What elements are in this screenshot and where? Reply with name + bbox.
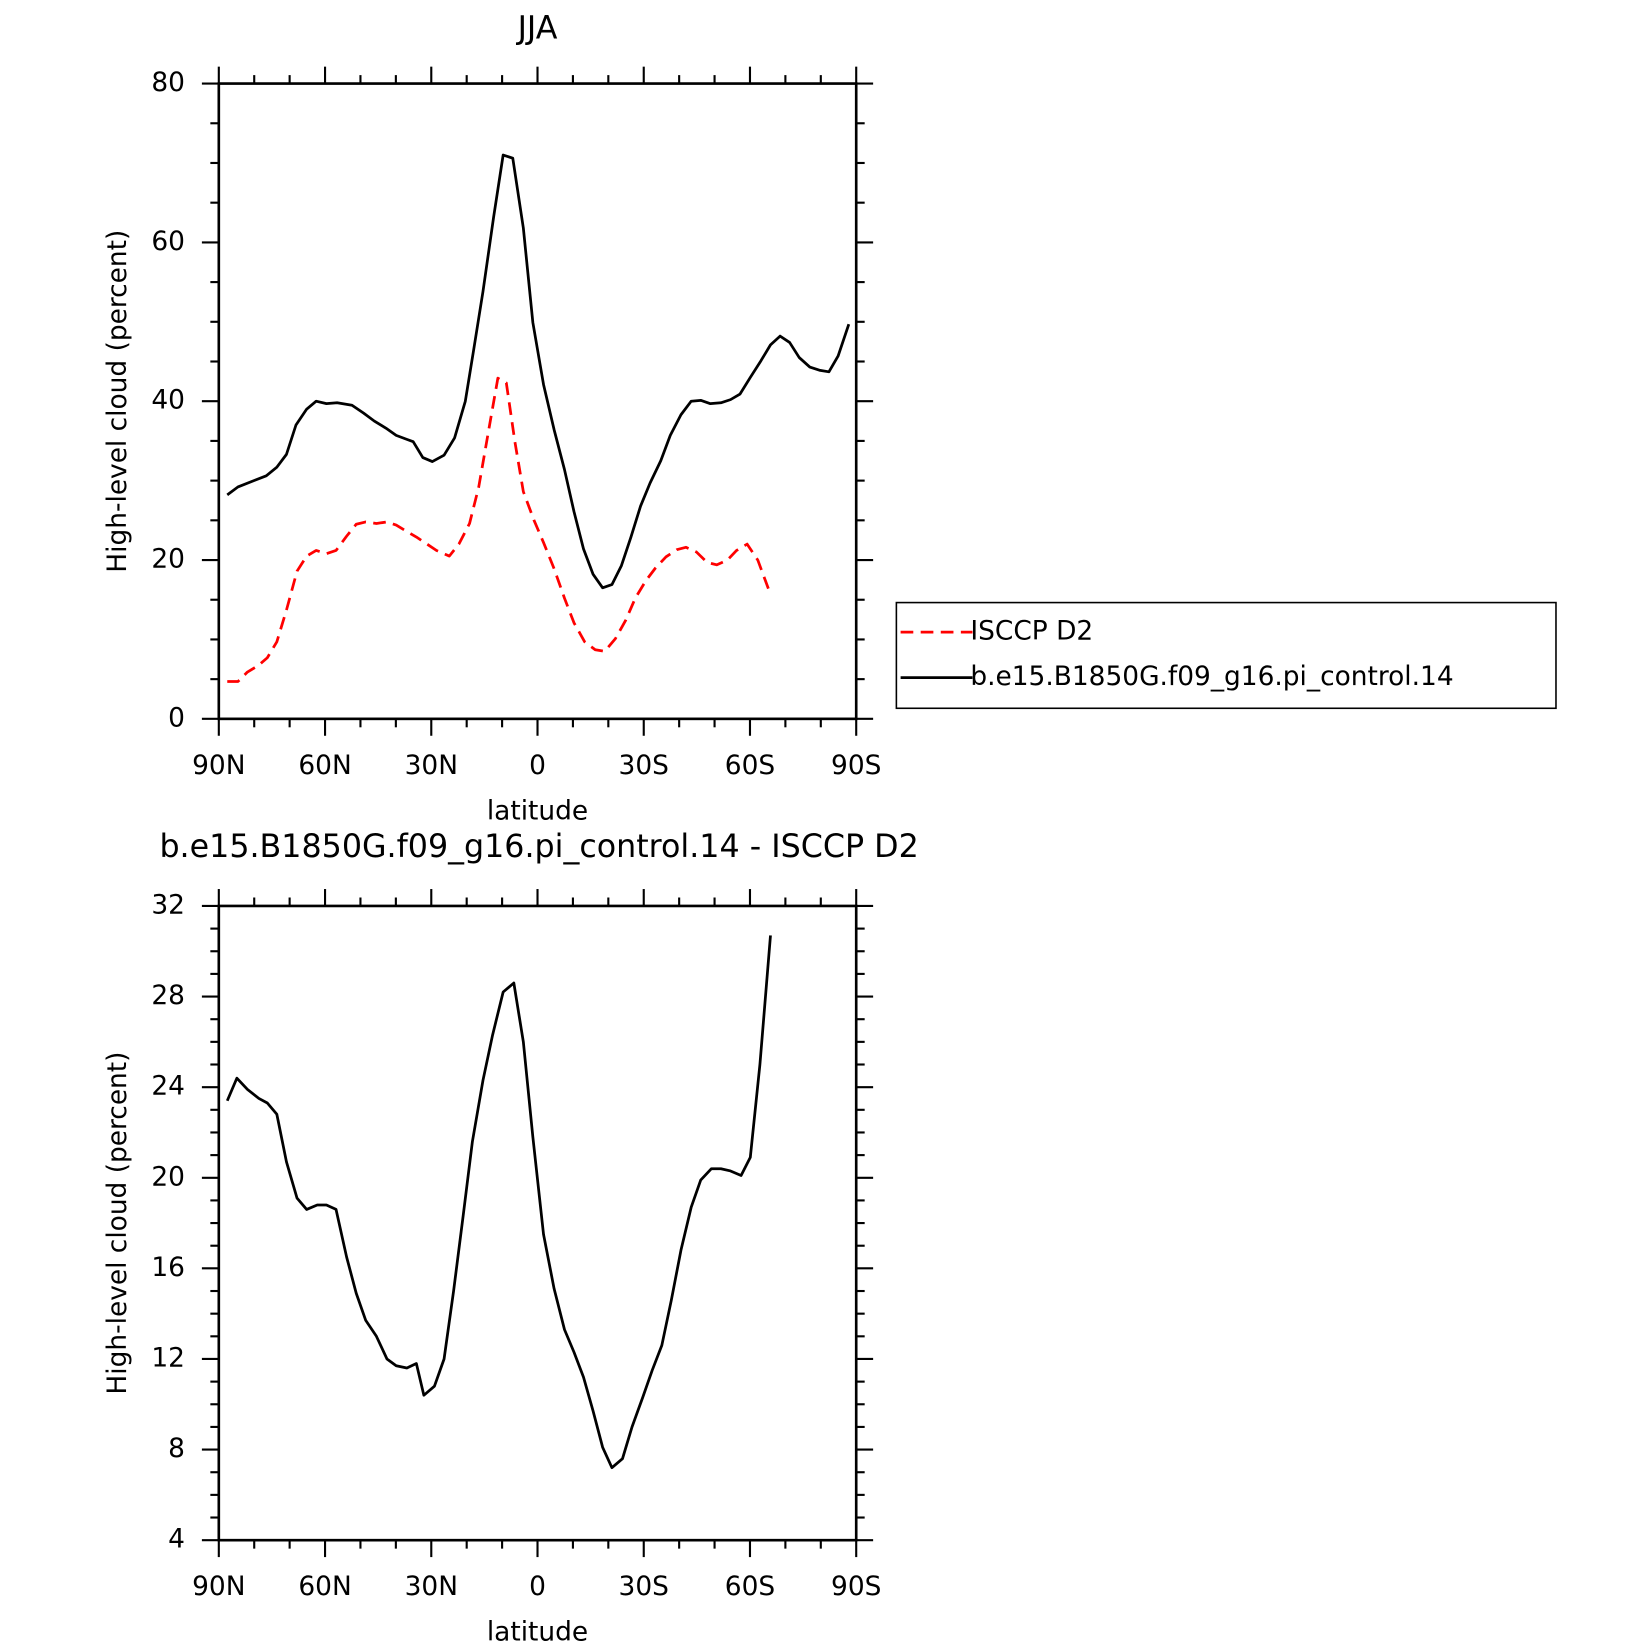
x-tick-label: 60N xyxy=(298,750,351,781)
x-tick-label: 90N xyxy=(192,750,245,781)
data-line xyxy=(227,376,770,683)
y-axis-label: High-level cloud (percent) xyxy=(102,230,133,573)
chart-title: b.e15.B1850G.f09_g16.pi_control.14 - ISC… xyxy=(159,829,918,865)
x-tick-label: 0 xyxy=(529,750,546,781)
y-tick-label: 8 xyxy=(168,1433,185,1464)
x-tick-label: 30N xyxy=(405,1571,458,1602)
legend-box xyxy=(895,601,1557,710)
y-tick-label: 20 xyxy=(151,544,185,575)
y-tick-label: 80 xyxy=(151,67,185,98)
x-tick-label: 60S xyxy=(725,1571,775,1602)
plot-frame xyxy=(217,82,858,721)
y-tick-label: 12 xyxy=(151,1342,185,1373)
x-tick-label: 30S xyxy=(619,1571,669,1602)
chart-title: JJA xyxy=(516,11,558,47)
y-tick-label: 0 xyxy=(168,702,185,733)
legend-label: b.e15.B1850G.f09_g16.pi_control.14 xyxy=(970,661,1453,692)
y-tick-label: 40 xyxy=(151,385,185,416)
legend-label: ISCCP D2 xyxy=(970,616,1093,647)
x-axis-label: latitude xyxy=(487,795,588,826)
y-tick-label: 28 xyxy=(151,980,185,1011)
y-tick-label: 60 xyxy=(151,226,185,257)
plot-frame xyxy=(217,904,858,1542)
x-tick-label: 90S xyxy=(831,750,881,781)
y-tick-label: 16 xyxy=(151,1252,185,1283)
x-axis-label: latitude xyxy=(487,1617,588,1647)
x-tick-label: 60N xyxy=(298,1571,351,1602)
y-axis-label: High-level cloud (percent) xyxy=(102,1052,133,1395)
x-tick-label: 0 xyxy=(529,1571,546,1602)
y-tick-label: 4 xyxy=(168,1524,185,1555)
x-tick-label: 60S xyxy=(725,750,775,781)
x-tick-label: 30N xyxy=(405,750,458,781)
y-tick-label: 20 xyxy=(151,1161,185,1192)
y-tick-label: 24 xyxy=(151,1071,185,1102)
x-tick-label: 90N xyxy=(192,1571,245,1602)
x-tick-label: 90S xyxy=(831,1571,881,1602)
data-line xyxy=(226,153,851,590)
x-tick-label: 30S xyxy=(619,750,669,781)
data-line xyxy=(226,935,772,1470)
y-tick-label: 32 xyxy=(151,889,185,920)
